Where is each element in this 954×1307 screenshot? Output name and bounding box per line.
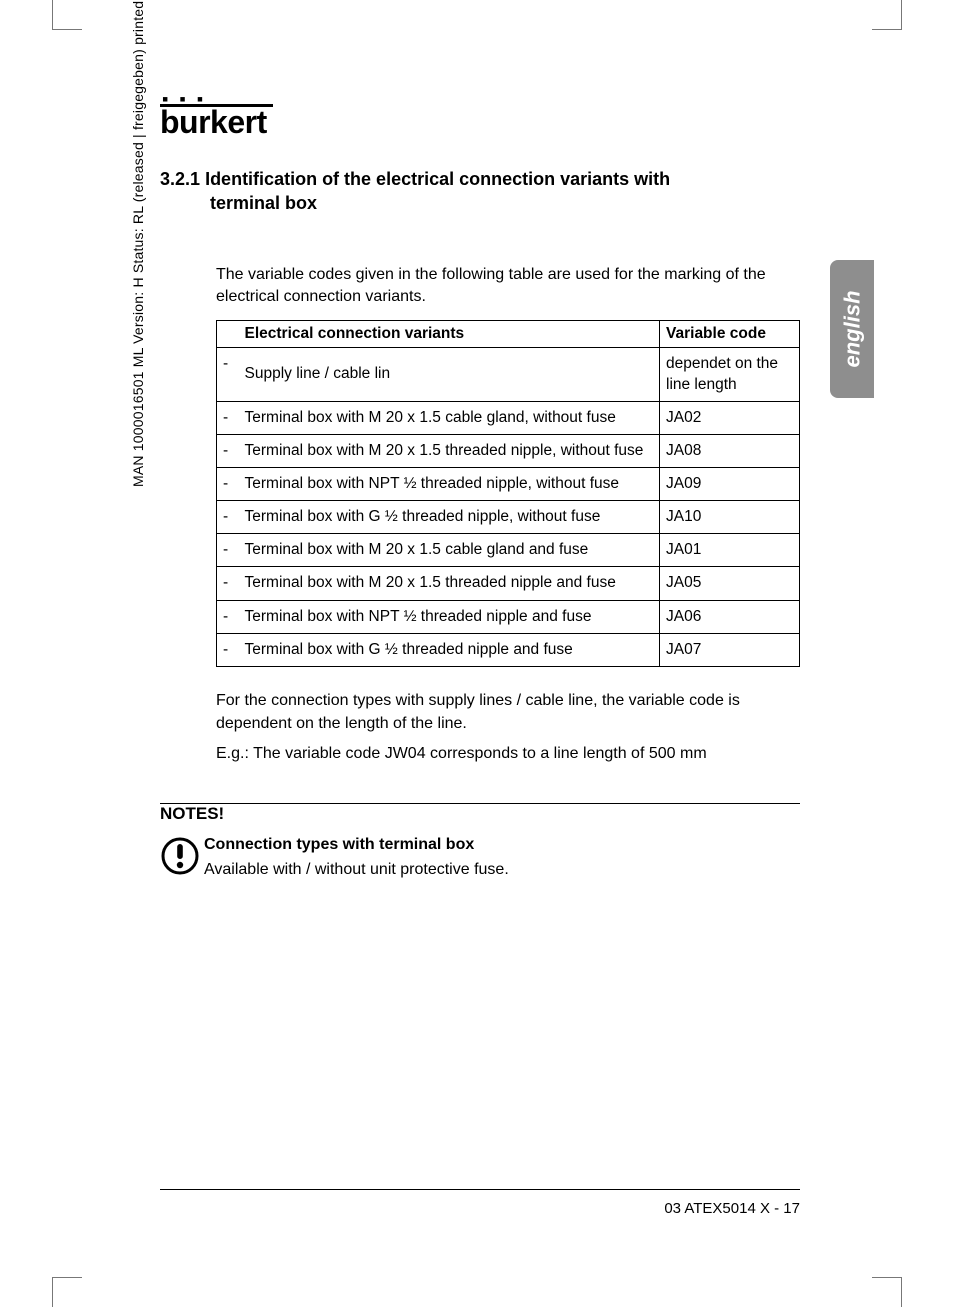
row-dash: - xyxy=(217,467,239,500)
table-header-code: Variable code xyxy=(660,321,800,348)
logo-text: burkert xyxy=(160,107,800,137)
language-tab: english xyxy=(830,260,874,398)
burkert-logo: ▪ ▪ ▪ burkert xyxy=(160,96,800,137)
page: MAN 1000016501 ML Version: H Status: RL … xyxy=(0,0,954,1307)
row-dash: - xyxy=(217,434,239,467)
table-row: -Terminal box with M 20 x 1.5 cable glan… xyxy=(217,401,800,434)
row-code: JA02 xyxy=(660,401,800,434)
table-header-spacer xyxy=(217,321,239,348)
row-description: Terminal box with NPT ½ threaded nipple … xyxy=(239,600,660,633)
table-header-variants: Electrical connection variants xyxy=(239,321,660,348)
table-row: -Terminal box with M 20 x 1.5 threaded n… xyxy=(217,434,800,467)
row-description: Terminal box with M 20 x 1.5 cable gland… xyxy=(239,401,660,434)
row-dash: - xyxy=(217,633,239,666)
crop-mark-bottom-left xyxy=(52,1277,82,1307)
heading-line2: terminal box xyxy=(160,191,800,215)
section-heading: 3.2.1 Identification of the electrical c… xyxy=(160,167,800,216)
row-code: JA01 xyxy=(660,534,800,567)
row-description: Terminal box with G ½ threaded nipple, w… xyxy=(239,501,660,534)
table-row: -Supply line / cable lindependet on the … xyxy=(217,348,800,401)
row-description: Terminal box with M 20 x 1.5 cable gland… xyxy=(239,534,660,567)
notes-bold: Connection types with terminal box xyxy=(204,834,509,856)
row-code: JA06 xyxy=(660,600,800,633)
row-dash: - xyxy=(217,401,239,434)
body-inner: The variable codes given in the followin… xyxy=(160,264,800,764)
row-description: Terminal box with NPT ½ threaded nipple,… xyxy=(239,467,660,500)
table-header-row: Electrical connection variants Variable … xyxy=(217,321,800,348)
heading-line1: Identification of the electrical connect… xyxy=(205,169,670,189)
footer-rule xyxy=(160,1189,800,1190)
row-description: Terminal box with M 20 x 1.5 threaded ni… xyxy=(239,567,660,600)
table-row: -Terminal box with M 20 x 1.5 threaded n… xyxy=(217,567,800,600)
row-code: JA07 xyxy=(660,633,800,666)
table-row: -Terminal box with M 20 x 1.5 cable glan… xyxy=(217,534,800,567)
page-footer: 03 ATEX5014 X - 17 xyxy=(160,1189,800,1217)
row-code: JA09 xyxy=(660,467,800,500)
row-description: Supply line / cable lin xyxy=(239,348,660,401)
crop-mark-top-left xyxy=(52,0,82,30)
table-row: -Terminal box with G ½ threaded nipple a… xyxy=(217,633,800,666)
notes-block: Connection types with terminal box Avail… xyxy=(160,834,800,881)
variants-table: Electrical connection variants Variable … xyxy=(216,320,800,666)
heading-number: 3.2.1 xyxy=(160,169,200,189)
footer-text: 03 ATEX5014 X - 17 xyxy=(160,1200,800,1217)
row-description: Terminal box with G ½ threaded nipple an… xyxy=(239,633,660,666)
language-tab-label: english xyxy=(839,290,865,367)
notes-label: NOTES! xyxy=(160,804,800,824)
table-row: -Terminal box with G ½ threaded nipple, … xyxy=(217,501,800,534)
row-dash: - xyxy=(217,567,239,600)
row-dash: - xyxy=(217,600,239,633)
row-code: JA08 xyxy=(660,434,800,467)
crop-mark-top-right xyxy=(872,0,902,30)
crop-mark-bottom-right xyxy=(872,1277,902,1307)
row-code: JA05 xyxy=(660,567,800,600)
example-paragraph: E.g.: The variable code JW04 corresponds… xyxy=(216,745,800,763)
notes-body: Available with / without unit protective… xyxy=(204,861,509,878)
row-code: JA10 xyxy=(660,501,800,534)
intro-paragraph: The variable codes given in the followin… xyxy=(216,264,800,309)
row-code: dependet on the line length xyxy=(660,348,800,401)
table-row: -Terminal box with NPT ½ threaded nipple… xyxy=(217,600,800,633)
notes-text: Connection types with terminal box Avail… xyxy=(204,834,509,881)
row-dash: - xyxy=(217,501,239,534)
after-table-paragraph: For the connection types with supply lin… xyxy=(216,689,800,735)
exclamation-icon xyxy=(160,834,204,881)
row-description: Terminal box with M 20 x 1.5 threaded ni… xyxy=(239,434,660,467)
logo-dots: ▪ ▪ ▪ xyxy=(162,96,800,102)
table-row: -Terminal box with NPT ½ threaded nipple… xyxy=(217,467,800,500)
row-dash: - xyxy=(217,348,239,401)
vertical-print-metadata: MAN 1000016501 ML Version: H Status: RL … xyxy=(130,0,146,487)
main-content: ▪ ▪ ▪ burkert 3.2.1 Identification of th… xyxy=(160,96,800,881)
row-dash: - xyxy=(217,534,239,567)
